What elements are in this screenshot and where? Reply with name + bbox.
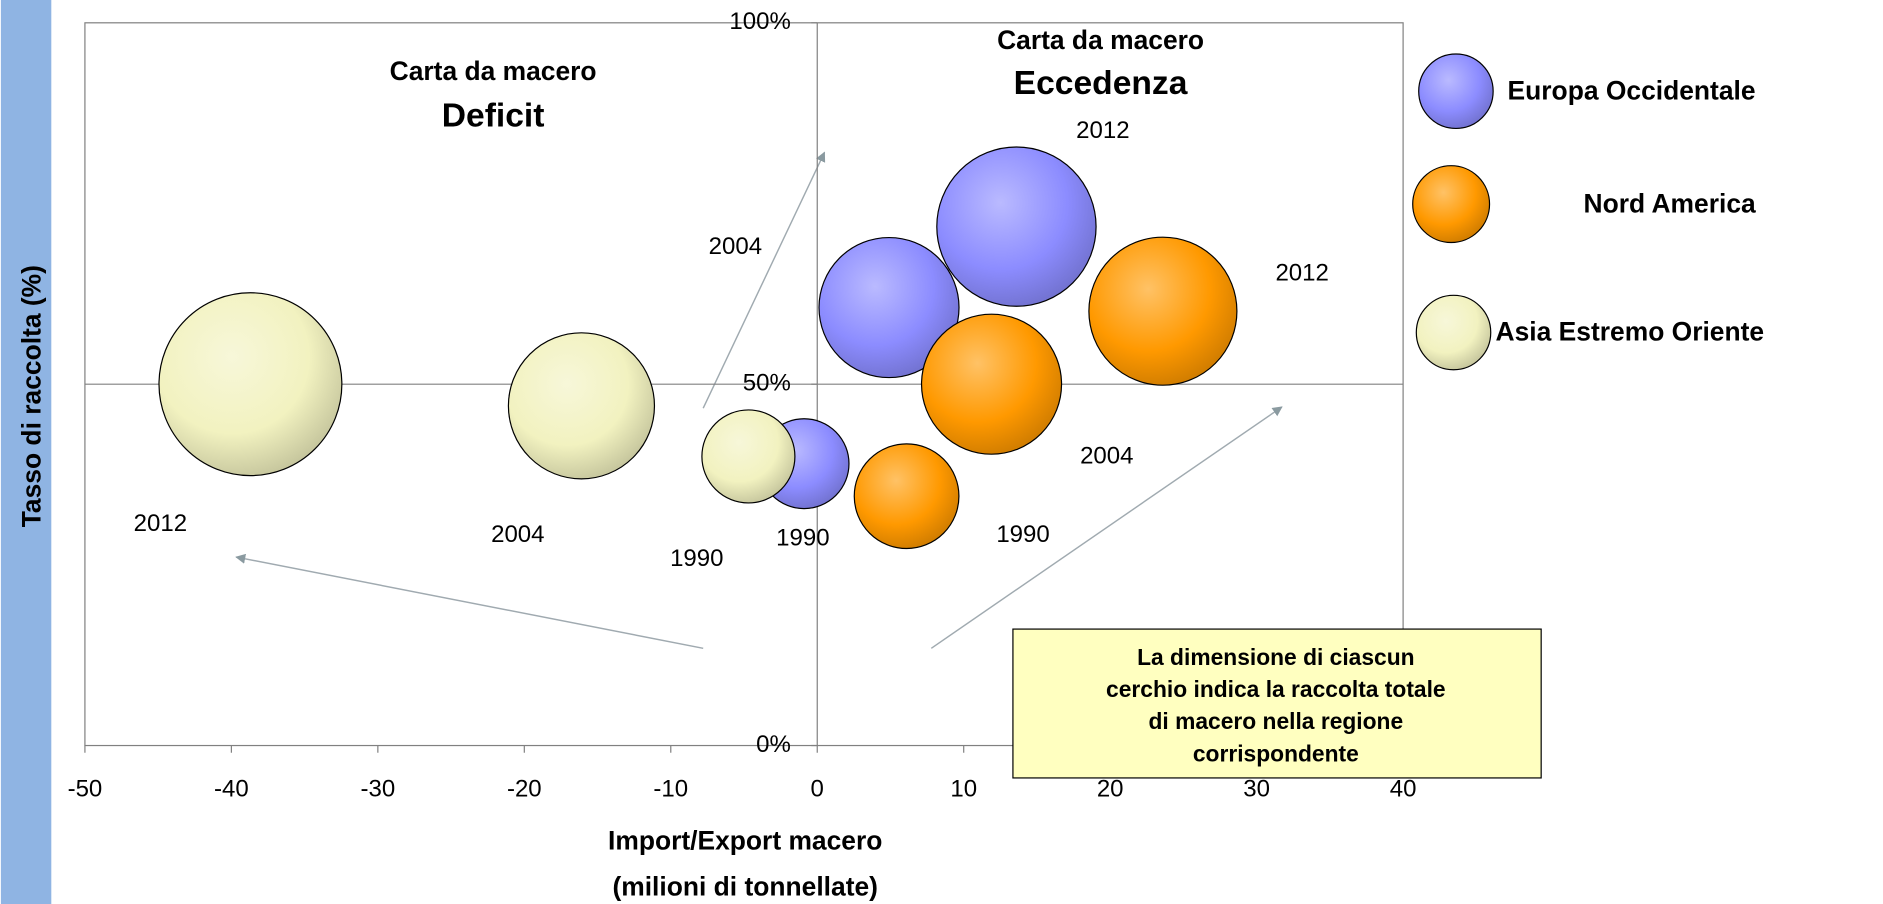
x-tick-label: -50 [68,775,103,802]
bubble [920,313,1063,455]
bubble [936,146,1097,307]
x-tick-label: 20 [1097,775,1124,802]
y-axis-title: Tasso di raccolta (%) [16,265,46,527]
note-box [1012,628,1542,779]
y-tick-label: 100% [729,8,790,35]
legend-swatch [1418,53,1494,130]
point-label: 2012 [134,510,187,537]
arrows [235,151,1283,649]
point-label: 2012 [1076,117,1129,144]
y-tick-label: 0% [756,731,791,758]
bubble [701,409,796,504]
side-bar [0,0,52,904]
legend-label: Nord America [1584,188,1756,218]
x-tick-label: -10 [653,775,688,802]
x-tick-label: -40 [214,775,249,802]
point-label: 2012 [1275,259,1328,286]
legend-label: Asia Estremo Oriente [1496,317,1765,347]
x-axis-title: Import/Export macero [608,826,882,856]
point-label: 1990 [996,521,1049,548]
arrow [235,553,704,649]
legend-label: Europa Occidentale [1508,75,1756,105]
note-text: di macero nella regione [1149,708,1404,734]
legend-swatch [1415,294,1492,371]
x-axis-title: (milioni di tonnellate) [612,871,878,901]
note-text: corrispondente [1193,740,1359,766]
point-label: 2004 [709,233,762,260]
annotation: Carta da macero [390,56,597,86]
y-tick-label: 50% [743,370,791,397]
note-text: cerchio indica la raccolta totale [1106,676,1446,702]
bubble [158,292,343,477]
bubble [507,332,656,480]
x-tick-label: -30 [361,775,396,802]
x-tick-label: 0 [811,775,824,802]
legend-swatch [1412,165,1491,244]
x-tick-label: 30 [1243,775,1270,802]
point-label: 1990 [670,545,723,572]
arrow [930,406,1283,649]
point-label: 2004 [1080,443,1133,470]
note-text: La dimensione di ciascun [1137,644,1414,670]
point-label: 1990 [776,525,829,552]
x-tick-label: 10 [950,775,977,802]
bubble [1088,236,1238,386]
x-tick-label: 40 [1390,775,1417,802]
bubble [853,443,960,550]
annotation: Eccedenza [1014,65,1188,102]
arrow [702,151,826,409]
annotation: Carta da macero [997,25,1204,55]
bubble [818,236,960,379]
annotation: Deficit [442,98,545,135]
x-tick-label: -20 [507,775,542,802]
point-label: 2004 [491,521,544,548]
